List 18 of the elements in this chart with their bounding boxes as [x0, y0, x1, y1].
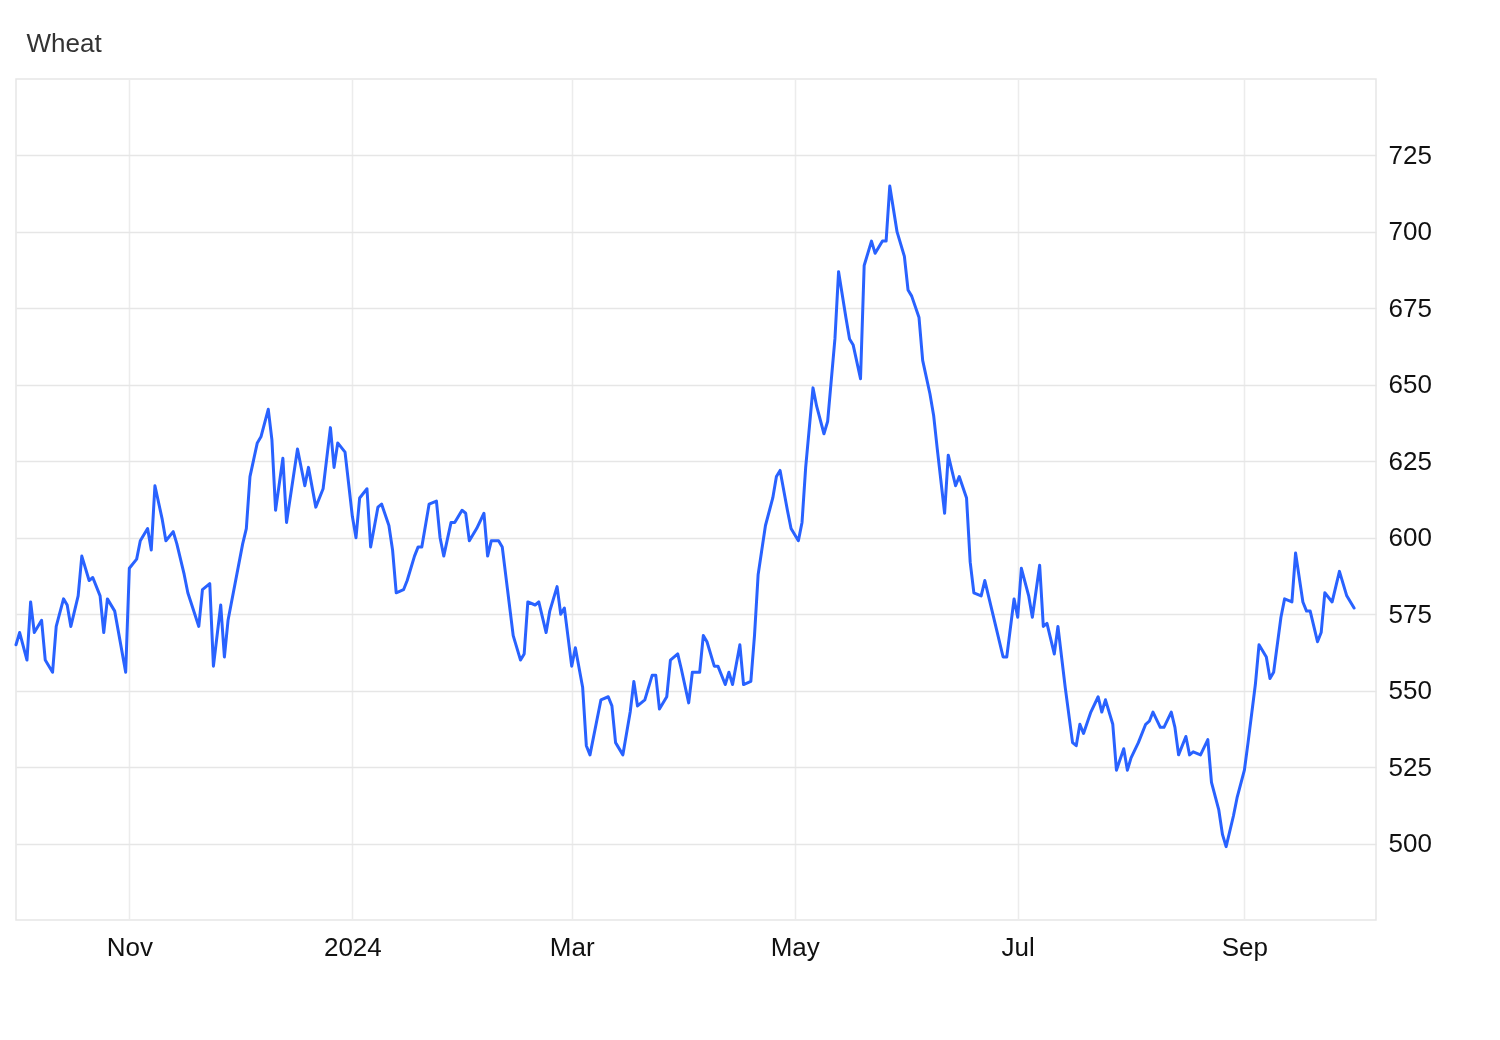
chart-title: Wheat [26, 28, 103, 58]
y-tick-label: 550 [1388, 675, 1432, 706]
x-tick-label: 2024 [323, 931, 382, 962]
y-tick-label: 525 [1388, 751, 1432, 782]
y-tick-label: 650 [1388, 369, 1432, 400]
line-series [14, 184, 1356, 849]
y-tick-label: 500 [1388, 828, 1432, 859]
y-tick-label: 675 [1388, 292, 1432, 323]
y-tick-label: 700 [1388, 216, 1432, 247]
x-tick-label: Sep [1221, 931, 1269, 962]
x-tick-label: May [770, 931, 820, 962]
x-tick-label: Nov [106, 931, 153, 962]
y-tick-label: 725 [1388, 139, 1432, 170]
y-tick-label: 625 [1388, 445, 1432, 476]
y-tick-label: 600 [1388, 522, 1432, 553]
y-tick-label: 575 [1388, 598, 1432, 629]
x-tick-label: Jul [1001, 931, 1035, 962]
x-tick-label: Mar [549, 931, 595, 962]
